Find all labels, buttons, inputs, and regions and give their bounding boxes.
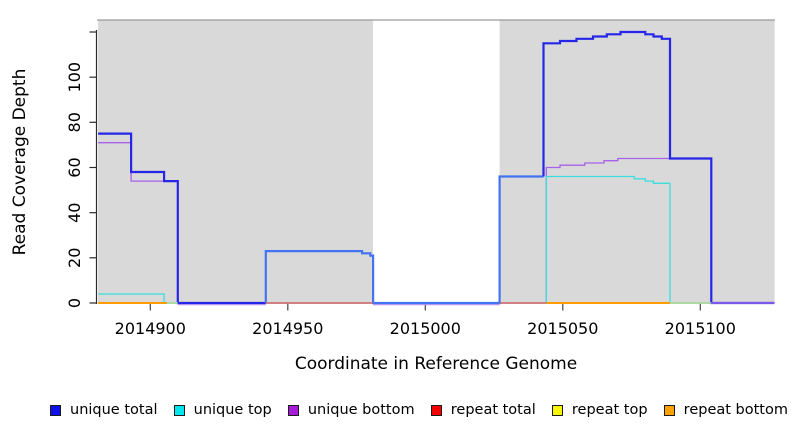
legend-item-repeat-total: repeat total — [430, 402, 536, 418]
unique-total-swatch-icon — [50, 404, 61, 416]
y-tick-label: 40 — [65, 203, 84, 223]
y-tick-label: 20 — [65, 248, 84, 268]
legend-label: unique total — [70, 402, 158, 418]
x-tick-label: 2014950 — [252, 319, 323, 338]
legend-label: repeat total — [450, 402, 536, 418]
repeat-bottom-swatch-icon — [663, 404, 675, 416]
plot-panel — [98, 20, 374, 304]
legend-label: unique top — [193, 402, 272, 418]
series-unique-total — [264, 175, 544, 305]
legend-label: repeat top — [571, 402, 648, 418]
series-unique-total — [542, 30, 775, 305]
unique-bottom-swatch-icon — [287, 404, 299, 416]
chart-canvas: 0 20 40 60 80 100 2014900 2014950 2015000 2015050… — [10, 19, 775, 374]
plot-panel — [373, 20, 500, 304]
x-tick-label: 2015050 — [527, 319, 598, 338]
legend-label: repeat bottom — [683, 402, 788, 418]
legend-item-unique-top: unique top — [173, 402, 272, 418]
repeat-total-swatch-icon — [430, 404, 442, 416]
y-tick-label: 0 — [65, 298, 84, 308]
legend-item-repeat-bottom: repeat bottom — [663, 402, 788, 418]
legend-item-unique-total: unique total — [50, 402, 158, 418]
legend-item-repeat-top: repeat top — [551, 402, 648, 418]
y-tick-label: 100 — [65, 62, 84, 93]
series-unique-total — [98, 132, 266, 305]
unique-top-swatch-icon — [173, 404, 185, 416]
legend-label: unique bottom — [307, 402, 415, 418]
plot-panel — [499, 20, 775, 304]
x-tick-label: 2015000 — [390, 319, 461, 338]
y-tick-label: 60 — [65, 157, 84, 177]
x-tick-label: 2015100 — [665, 319, 736, 338]
x-tick-label: 2014900 — [115, 319, 186, 338]
legend: unique total unique top unique bottom re… — [50, 398, 788, 422]
repeat-top-swatch-icon — [551, 404, 563, 416]
y-axis-title: Read Coverage Depth — [10, 69, 30, 256]
legend-item-unique-bottom: unique bottom — [287, 402, 415, 418]
y-tick-label: 80 — [65, 112, 84, 132]
x-axis-title: Coordinate in Reference Genome — [295, 354, 577, 374]
